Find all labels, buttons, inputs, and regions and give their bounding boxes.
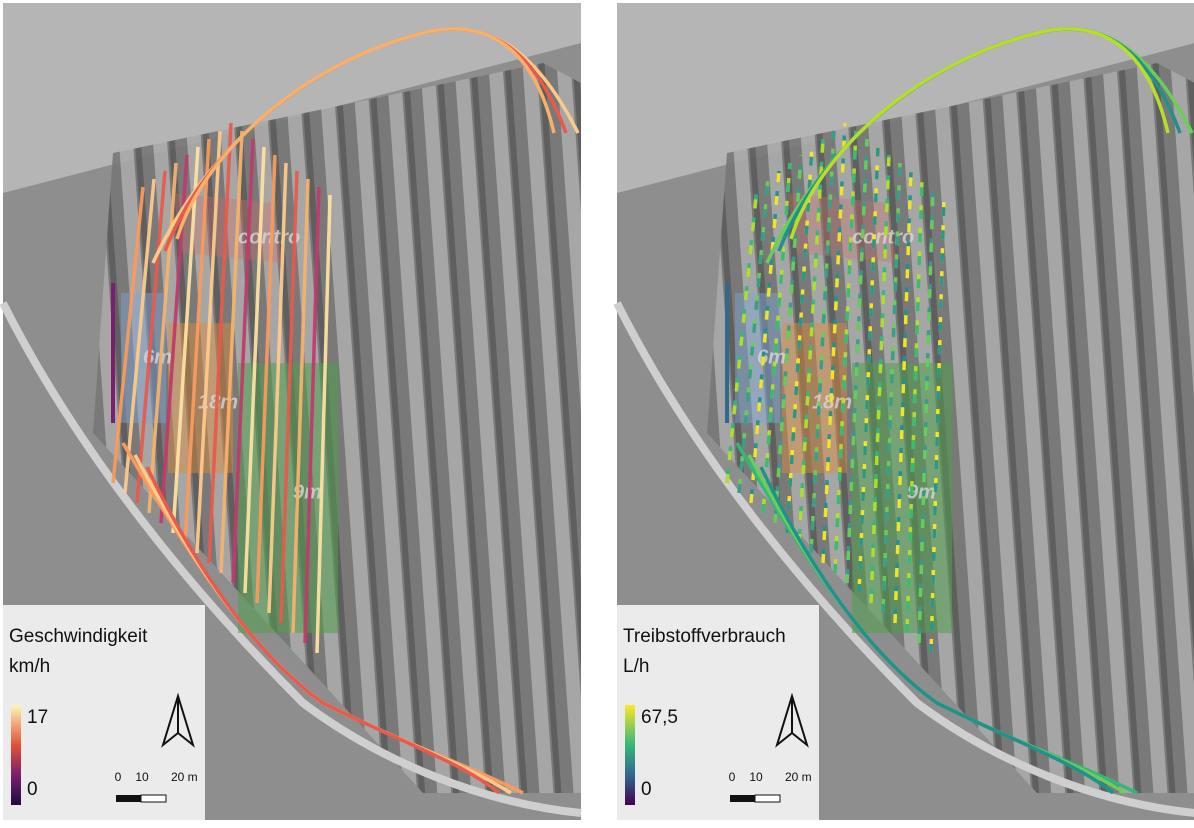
map-panel: 6m18m9mcontroTreibstoffverbrauchL/h67,50… xyxy=(617,3,1194,820)
scale-label: 0 xyxy=(115,770,122,784)
legend-colorbar xyxy=(625,705,635,805)
legend-colorbar xyxy=(11,705,21,805)
legend-unit: L/h xyxy=(623,656,649,677)
legend-title: Geschwindigkeit xyxy=(9,626,148,647)
scale-bar-black xyxy=(116,795,141,802)
scale-bar-white xyxy=(141,795,166,802)
legend-title: Treibstoffverbrauch xyxy=(623,626,786,647)
scale-bar-black xyxy=(730,795,755,802)
figure: 6m18m9mcontroGeschwindigkeitkm/h17001020… xyxy=(0,0,1194,823)
legend-min: 0 xyxy=(27,779,38,800)
scale-bar-white xyxy=(755,795,780,802)
scale-label: 0 xyxy=(729,770,736,784)
legend-max: 67,5 xyxy=(641,707,678,728)
scale-label: 10 xyxy=(135,770,149,784)
scale-label: 20 m xyxy=(785,770,812,784)
legend-min: 0 xyxy=(641,779,652,800)
legend-max: 17 xyxy=(27,707,48,728)
scale-label: 10 xyxy=(749,770,763,784)
scale-label: 20 m xyxy=(171,770,198,784)
legend-unit: km/h xyxy=(9,656,50,677)
